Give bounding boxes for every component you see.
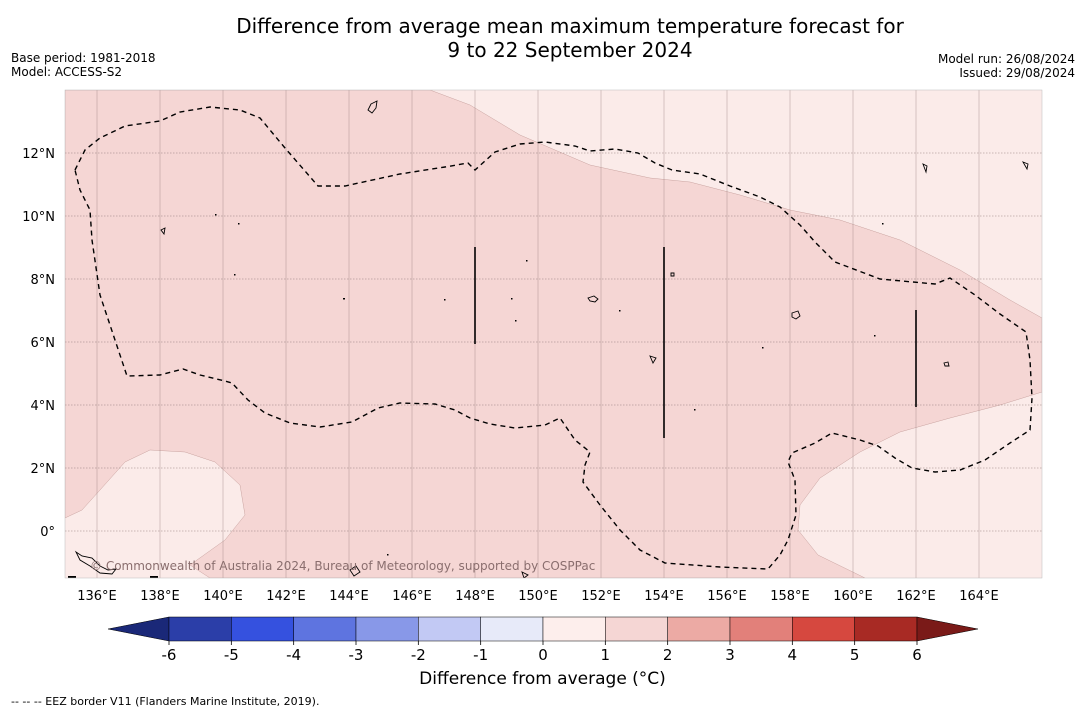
colorbar-tick-label: -4	[286, 646, 301, 664]
colorbar-cell	[729, 616, 793, 642]
eez-border-line	[74, 106, 1033, 570]
colorbar: -6 -5 -4 -3 -2 -1 0 1 2 3 4 5 6	[107, 616, 979, 664]
colorbar-over-arrow	[916, 616, 979, 642]
map-plot-area	[65, 90, 1042, 578]
colorbar-cell	[854, 616, 918, 642]
forecast-map: © Commonwealth of Australia 2024, Bureau…	[22, 89, 1043, 664]
meta-left: Base period: 1981-2018 Model: ACCESS-S2	[11, 51, 156, 79]
colorbar-tick-label: -3	[349, 646, 364, 664]
lon-label: 156°E	[707, 589, 747, 604]
lon-label: 146°E	[392, 589, 432, 604]
colorbar-title: Difference from average (°C)	[419, 669, 666, 689]
lon-gridlines	[96, 90, 980, 578]
lat-label: 6°N	[31, 336, 56, 351]
lon-label: 138°E	[140, 589, 180, 604]
colorbar-cell	[792, 616, 855, 642]
map-title: Difference from average mean maximum tem…	[0, 14, 1085, 62]
colorbar-tick-label: 2	[663, 646, 673, 664]
islands	[74, 100, 1029, 578]
meta-right: Model run: 26/08/2024 Issued: 29/08/2024	[938, 52, 1075, 80]
colorbar-tick-label: 0	[538, 646, 548, 664]
colorbar-tick-label: 6	[912, 646, 922, 664]
issued-text: Issued: 29/08/2024	[959, 66, 1075, 80]
lon-label: 164°E	[959, 589, 999, 604]
lat-label: 10°N	[22, 210, 55, 225]
map-attribution: © Commonwealth of Australia 2024, Bureau…	[90, 559, 595, 573]
lat-label: 2°N	[31, 462, 56, 477]
colorbar-tick-label: -5	[224, 646, 239, 664]
model-run-text: Model run: 26/08/2024	[937, 52, 1075, 66]
colorbar-tick-label: 3	[725, 646, 735, 664]
lat-label: 0°	[40, 525, 55, 540]
lon-label: 142°E	[266, 589, 306, 604]
lat-label: 4°N	[31, 399, 56, 414]
model-text: Model: ACCESS-S2	[11, 65, 123, 79]
colorbar-cell	[231, 616, 294, 642]
colorbar-tick-label: 1	[601, 646, 611, 664]
colorbar-cell	[293, 616, 357, 642]
lon-label: 140°E	[203, 589, 243, 604]
lat-label: 8°N	[31, 273, 56, 288]
lon-axis-labels: 136°E 138°E 140°E 142°E 144°E 146°E 148°…	[77, 589, 999, 604]
colorbar-ticks: -6 -5 -4 -3 -2 -1 0 1 2 3 4 5 6	[162, 641, 922, 664]
colorbar-cells	[168, 616, 918, 642]
lat-gridlines	[65, 152, 1042, 532]
colorbar-tick-label: -6	[162, 646, 177, 664]
lon-label: 152°E	[581, 589, 621, 604]
colorbar-cell	[355, 616, 419, 642]
colorbar-under-arrow	[107, 616, 170, 642]
lat-axis-labels: 12°N 10°N 8°N 6°N 4°N 2°N 0°	[22, 147, 55, 540]
map-title-line-1: Difference from average mean maximum tem…	[236, 14, 904, 38]
colorbar-cell	[168, 616, 232, 642]
lon-label: 158°E	[770, 589, 810, 604]
map-frame	[64, 89, 1043, 579]
lon-label: 162°E	[896, 589, 936, 604]
colorbar-cell	[542, 616, 606, 642]
anomaly-fill-1-2	[65, 90, 1042, 578]
colorbar-cell	[667, 616, 731, 642]
lon-label: 136°E	[77, 589, 117, 604]
colorbar-cell	[605, 616, 668, 642]
map-title-line-2: 9 to 22 September 2024	[447, 38, 693, 62]
lon-label: 148°E	[455, 589, 495, 604]
colorbar-cell	[418, 616, 481, 642]
colorbar-tick-label: 4	[788, 646, 798, 664]
base-period-text: Base period: 1981-2018	[11, 51, 156, 65]
colorbar-cell	[480, 616, 544, 642]
colorbar-tick-label: -1	[473, 646, 488, 664]
lon-label: 150°E	[518, 589, 558, 604]
eez-footnote: -- -- -- EEZ border V11 (Flanders Marine…	[11, 695, 320, 708]
colorbar-tick-label: 5	[850, 646, 860, 664]
lon-label: 160°E	[833, 589, 873, 604]
lon-label: 154°E	[644, 589, 684, 604]
lon-label: 144°E	[329, 589, 369, 604]
colorbar-tick-label: -2	[411, 646, 426, 664]
atolls	[68, 214, 884, 578]
eez-boundary-segments	[474, 247, 917, 438]
lat-label: 12°N	[22, 147, 55, 162]
